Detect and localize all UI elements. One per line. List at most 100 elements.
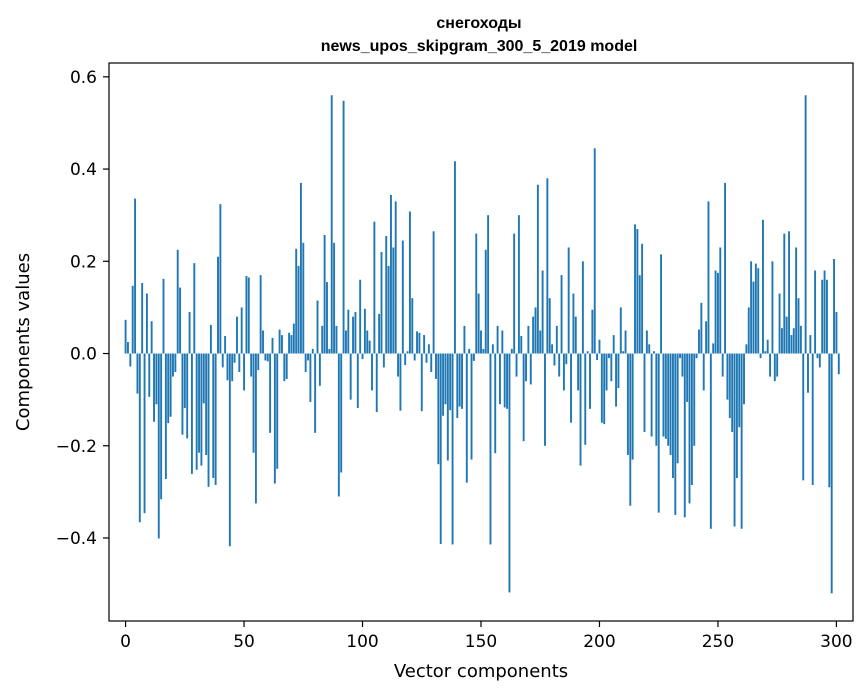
bar-212	[626, 353, 629, 455]
bar-123	[416, 331, 418, 354]
bar-206	[612, 335, 615, 354]
bar-107	[378, 313, 381, 354]
bar-150	[480, 330, 482, 354]
bar-160	[503, 353, 506, 408]
bar-216	[636, 229, 639, 354]
bar-182	[555, 325, 558, 354]
bar-22	[176, 249, 179, 354]
bar-281	[790, 335, 793, 354]
bar-86	[328, 348, 331, 354]
bar-27	[188, 312, 191, 354]
bar-147	[472, 353, 475, 361]
bar-243	[700, 302, 703, 354]
bar-64	[276, 353, 279, 469]
bar-141	[458, 353, 461, 407]
bar-83	[321, 325, 324, 354]
bar-239	[690, 353, 693, 485]
bar-43	[226, 353, 229, 381]
bar-40	[219, 204, 222, 354]
bar-275	[776, 353, 779, 377]
bar-290	[811, 353, 814, 485]
bar-75	[302, 242, 305, 354]
bar-126	[423, 335, 426, 354]
bar-262	[745, 344, 748, 354]
bar-99	[359, 279, 362, 354]
bar-251	[719, 247, 722, 354]
bar-94	[347, 309, 350, 354]
bar-252	[721, 353, 724, 377]
bar-257	[733, 353, 736, 527]
bar-44	[228, 353, 231, 547]
bar-228	[664, 353, 667, 439]
bar-149	[477, 293, 480, 354]
bar-154	[489, 353, 492, 545]
bar-268	[759, 353, 762, 359]
bar-9	[145, 293, 148, 354]
bar-159	[501, 330, 504, 354]
bar-208	[617, 353, 620, 389]
bar-165	[515, 353, 518, 377]
x-tick-label: 0	[120, 632, 131, 652]
y-tick-label: 0.6	[70, 68, 97, 88]
bar-6	[138, 353, 141, 523]
bar-163	[510, 348, 513, 354]
bar-111	[387, 265, 390, 354]
bar-135	[444, 353, 447, 405]
bar-195	[586, 351, 589, 354]
bar-289	[809, 335, 812, 354]
bar-284	[797, 298, 800, 354]
bar-7	[141, 282, 144, 354]
bar-205	[610, 353, 613, 382]
bar-294	[821, 279, 824, 354]
bar-200	[598, 339, 601, 354]
bar-70	[290, 335, 293, 354]
bar-188	[570, 353, 572, 423]
bar-8	[143, 353, 146, 514]
bar-24	[181, 353, 184, 435]
bar-101	[363, 308, 366, 354]
bar-98	[356, 353, 359, 408]
bar-253	[724, 182, 726, 354]
bar-241	[695, 353, 698, 359]
bar-95	[349, 353, 352, 400]
bar-46	[233, 353, 236, 363]
x-tick-label: 50	[233, 632, 255, 652]
bar-237	[686, 353, 689, 402]
bar-203	[605, 353, 608, 391]
y-axis-label: Components values	[13, 253, 34, 431]
bar-120	[408, 211, 411, 354]
bar-84	[323, 235, 326, 354]
bar-72	[295, 248, 298, 354]
bar-79	[311, 348, 314, 354]
bar-233	[676, 353, 679, 464]
bar-156	[494, 353, 497, 454]
bar-61	[269, 353, 272, 433]
bar-117	[401, 240, 404, 354]
bar-115	[397, 353, 400, 377]
bar-227	[662, 353, 665, 437]
bar-73	[297, 265, 300, 354]
bar-2	[129, 353, 132, 367]
bar-89	[335, 325, 338, 354]
chart-subtitle: news_upos_skipgram_300_5_2019 model	[321, 38, 638, 55]
bar-31	[198, 353, 200, 453]
bar-259	[738, 353, 741, 428]
bar-225	[657, 353, 660, 513]
bar-82	[318, 353, 321, 386]
y-tick-label: 0.2	[70, 252, 97, 272]
bar-286	[802, 353, 805, 481]
bar-142	[461, 353, 463, 409]
bar-274	[773, 353, 776, 382]
bar-129	[430, 353, 433, 372]
bar-17	[164, 353, 167, 479]
bar-39	[217, 256, 219, 354]
bar-292	[816, 353, 819, 359]
bar-67	[283, 353, 286, 382]
bar-288	[807, 353, 809, 393]
bar-178	[546, 178, 549, 354]
bar-58	[262, 330, 264, 354]
bar-143	[463, 325, 466, 354]
bar-116	[399, 353, 402, 411]
bar-181	[553, 353, 556, 366]
bar-283	[795, 247, 798, 354]
